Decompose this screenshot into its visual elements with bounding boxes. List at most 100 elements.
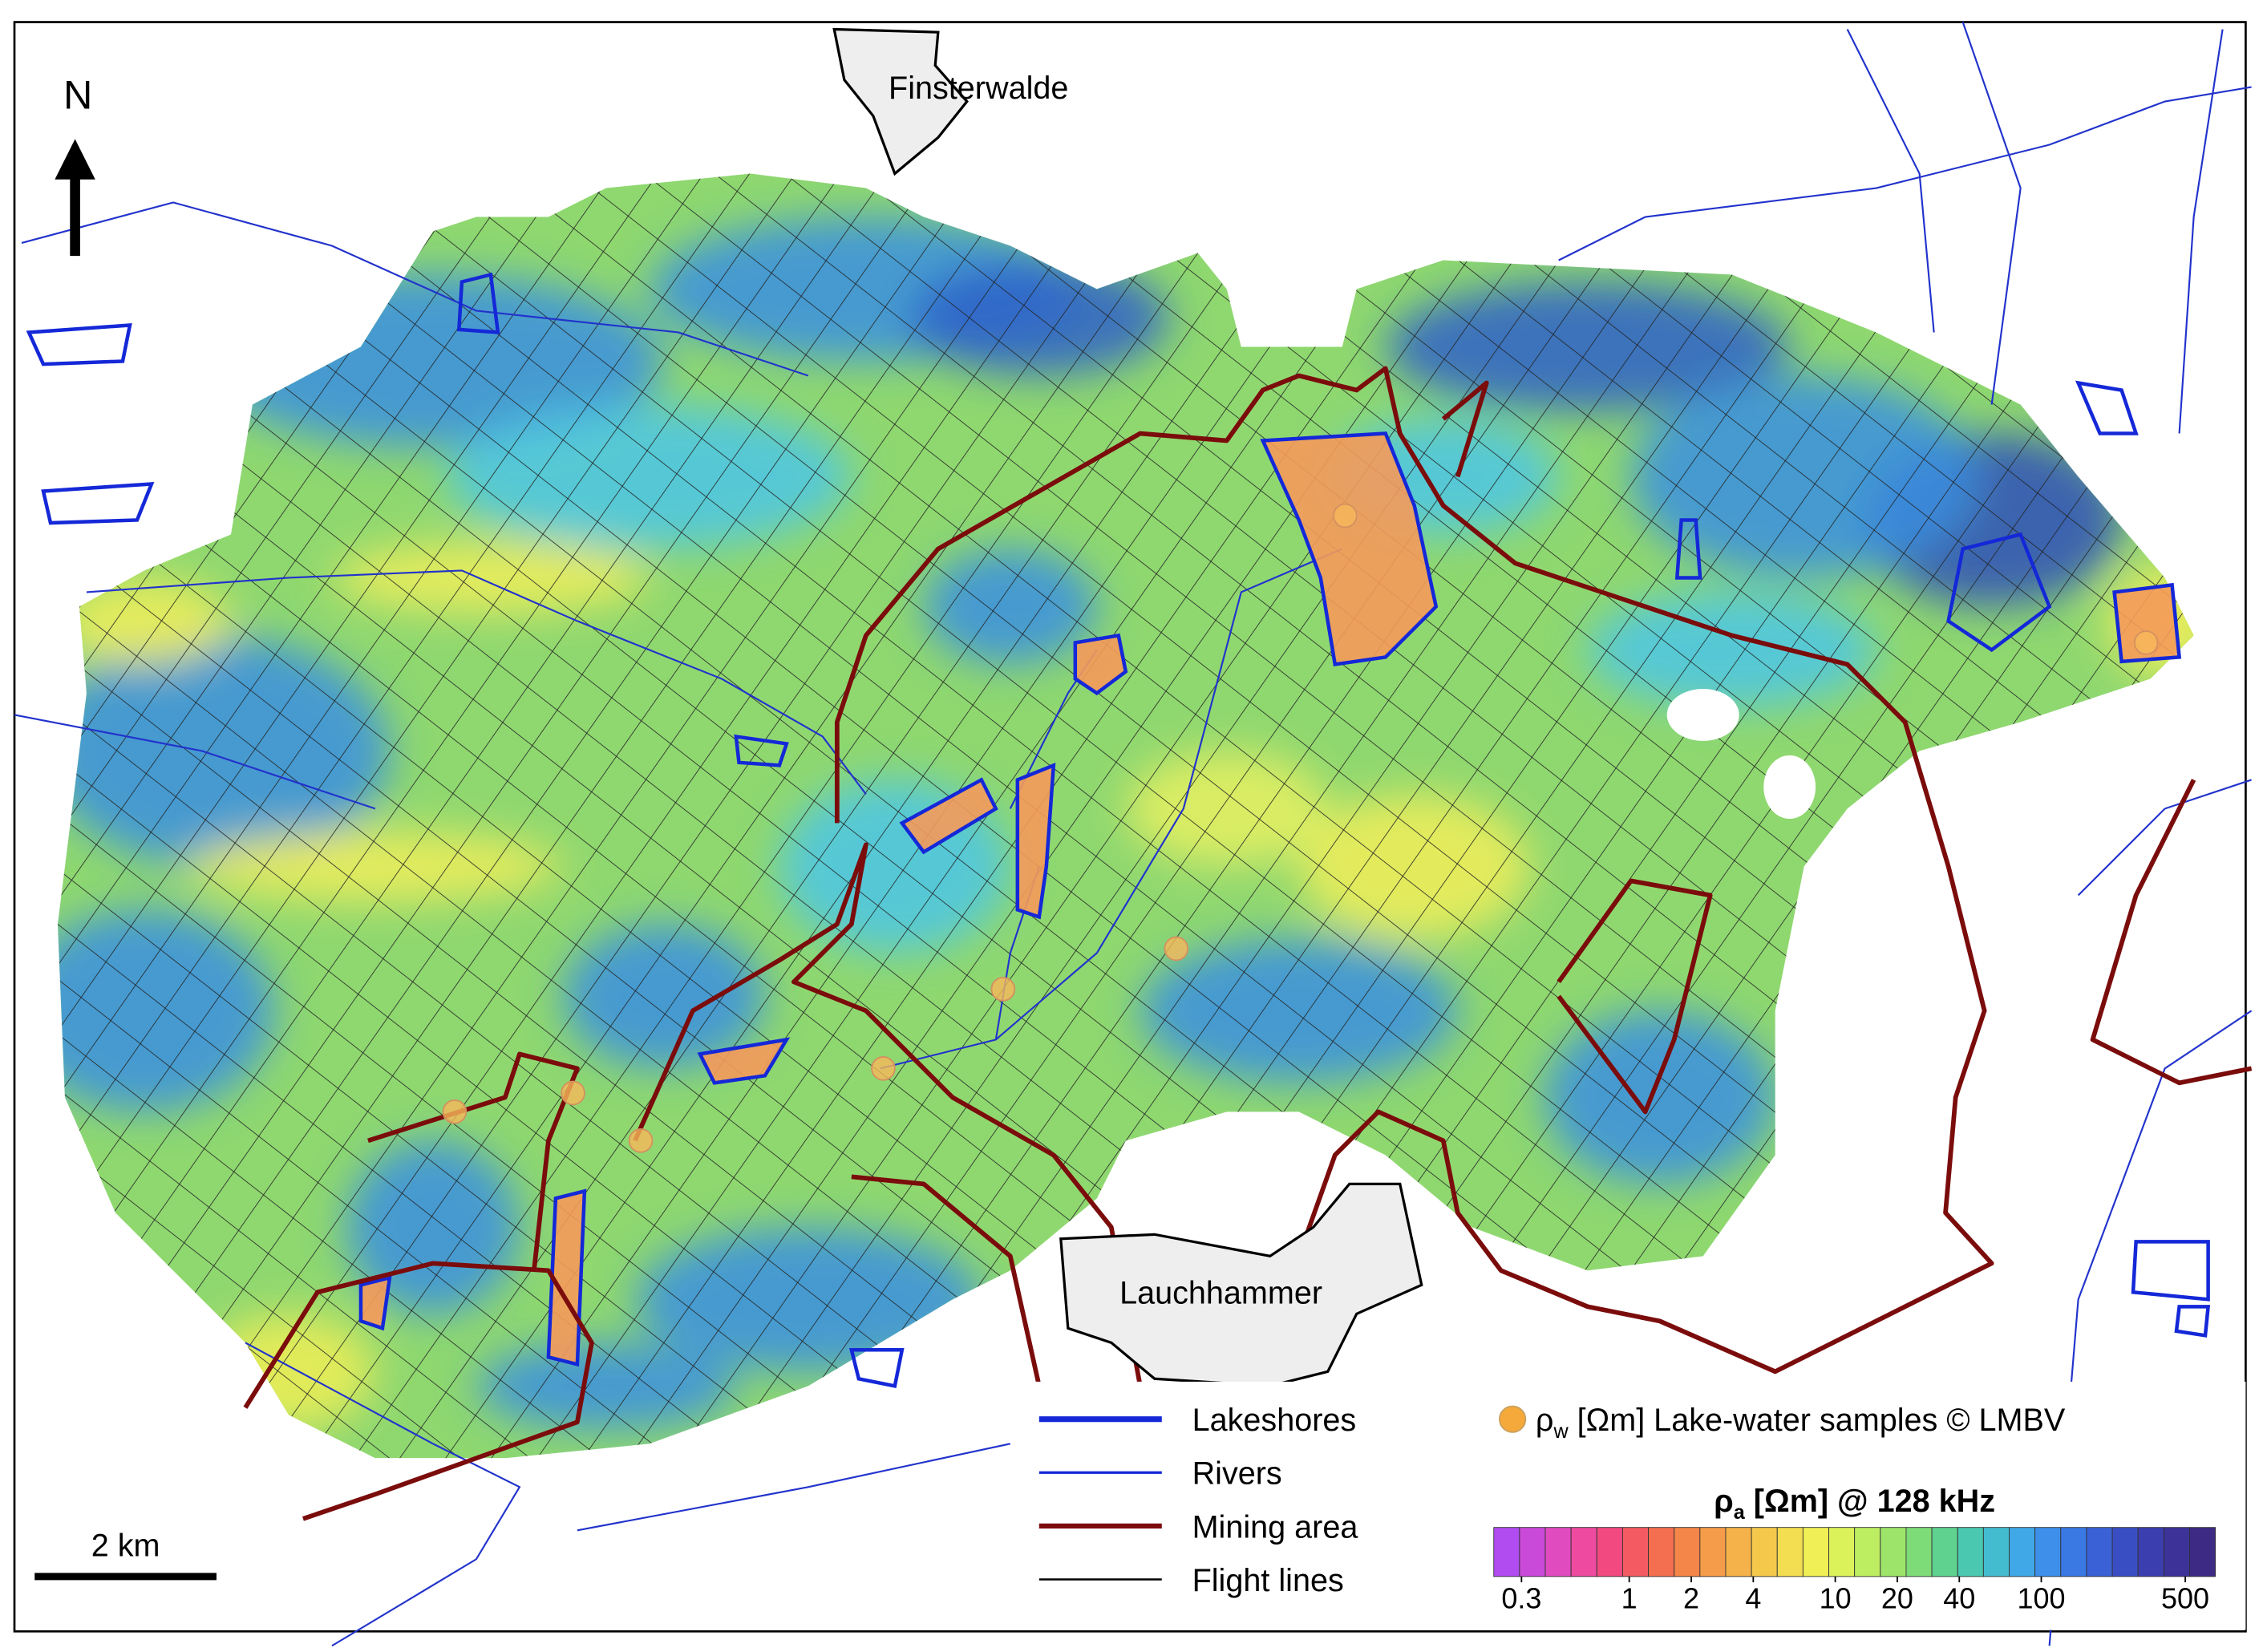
north-arrow-head — [55, 139, 95, 180]
lake — [899, 777, 998, 855]
colorbar-cell — [1519, 1527, 1546, 1577]
lakes — [26, 272, 2211, 1388]
scale-label: 2 km — [91, 1529, 160, 1564]
colorbar-cell — [2009, 1527, 2036, 1577]
lake — [1946, 532, 2052, 653]
sample-site — [871, 1056, 896, 1081]
rho: ρ — [1536, 1403, 1554, 1438]
legend-box — [1018, 1381, 2246, 1630]
lake — [2112, 582, 2182, 664]
lake — [848, 1348, 905, 1388]
legend-label: Rivers — [1192, 1456, 1282, 1492]
legend-samples-label: ρw [Ωm] Lake-water samples © LMBV — [1536, 1403, 2066, 1443]
colorbar-cell — [1699, 1527, 1727, 1577]
colorbar-cell — [1544, 1527, 1572, 1577]
gap — [1666, 689, 1739, 741]
town-area — [832, 27, 969, 176]
colorbar-tick-label: 0.3 — [1501, 1581, 1541, 1614]
river — [21, 201, 809, 377]
mining-boundary — [1441, 380, 1489, 478]
legend-label: Mining area — [1192, 1509, 1359, 1545]
river — [1558, 86, 2252, 261]
colorbar-tick-label: 4 — [1745, 1581, 1761, 1614]
colorbar-cell — [1957, 1527, 1984, 1577]
mining-boundary — [834, 366, 1994, 1375]
colorbar-cell — [1751, 1527, 1778, 1577]
colorbar-tick-label: 100 — [2017, 1581, 2065, 1614]
colorbar-cell — [2111, 1527, 2139, 1577]
lake — [456, 272, 500, 334]
mining-boundary — [633, 842, 1143, 1387]
colorbar-cell — [2189, 1527, 2216, 1577]
river — [86, 569, 867, 796]
sample-site — [990, 977, 1016, 1002]
colorbar-cell — [1905, 1527, 1933, 1577]
mining-area — [243, 366, 2253, 1521]
colorbar-cell — [2060, 1527, 2087, 1577]
town-label: Finsterwalde — [889, 71, 1068, 106]
lake — [1674, 518, 1702, 580]
title-text: [Ωm] @ 128 kHz — [1745, 1484, 1995, 1519]
colorbar-cell — [2163, 1527, 2190, 1577]
town-label: Lauchhammer — [1119, 1276, 1322, 1311]
mining-boundary — [367, 1051, 580, 1271]
sample-site — [628, 1128, 654, 1153]
river — [880, 548, 1343, 1070]
legend: Lakeshores Rivers Mining area Flight lines — [1038, 1403, 1359, 1598]
colorbar-cell — [2137, 1527, 2164, 1577]
rivers — [14, 22, 2253, 1647]
mining-boundary — [851, 1174, 1042, 1387]
colorbar-cell — [1621, 1527, 1650, 1577]
colorbar-title: ρa [Ωm] @ 128 kHz — [1714, 1484, 1995, 1524]
gap — [1763, 755, 1816, 820]
sample-site — [561, 1080, 585, 1106]
colorbar-tick-label: 2 — [1683, 1581, 1699, 1614]
sample-site — [1164, 936, 1189, 962]
lake — [2131, 1240, 2210, 1302]
legend-label: Lakeshores — [1192, 1403, 1357, 1438]
colorbar-tick-label: 1 — [1621, 1581, 1638, 1614]
colorbar-cell — [1854, 1527, 1881, 1577]
legend-sample-symbol — [1499, 1405, 1527, 1433]
river — [245, 1342, 521, 1647]
river — [2077, 779, 2252, 897]
lake — [1073, 633, 1128, 696]
river — [14, 714, 376, 810]
subscript: w — [1553, 1420, 1569, 1443]
colorbar-tick-label: 500 — [2161, 1581, 2209, 1614]
lake — [1015, 762, 1056, 920]
colorbar-cell — [2034, 1527, 2062, 1577]
colorbar-cell — [1931, 1527, 1958, 1577]
north-label: N — [63, 72, 92, 118]
colorbar-cell — [1493, 1527, 1520, 1577]
lake — [2075, 380, 2139, 435]
sample-site — [2133, 630, 2159, 655]
colorbar-cell — [2086, 1527, 2113, 1577]
colorbar-tick-label: 20 — [1881, 1581, 1913, 1614]
lake — [26, 323, 132, 366]
lake — [41, 481, 155, 525]
colorbar-cell — [1648, 1527, 1675, 1577]
colorbar-cell — [1776, 1527, 1804, 1577]
colorbar-cell — [1725, 1527, 1752, 1577]
lake — [358, 1275, 392, 1331]
lake — [1260, 431, 1439, 666]
sample-site — [442, 1099, 468, 1124]
rho: ρ — [1714, 1484, 1734, 1519]
mining-boundary — [2090, 779, 2253, 1086]
lake — [2174, 1305, 2211, 1338]
river — [1961, 22, 2022, 405]
colorbar-tick-label: 10 — [1820, 1581, 1852, 1614]
river — [1846, 29, 1935, 333]
lake — [546, 1188, 587, 1367]
town-area — [1059, 1182, 1423, 1387]
lake — [734, 734, 789, 767]
sample-site — [1333, 503, 1358, 528]
colorbar-cell — [1880, 1527, 1907, 1577]
lake — [697, 1037, 791, 1085]
river — [577, 1443, 1011, 1532]
